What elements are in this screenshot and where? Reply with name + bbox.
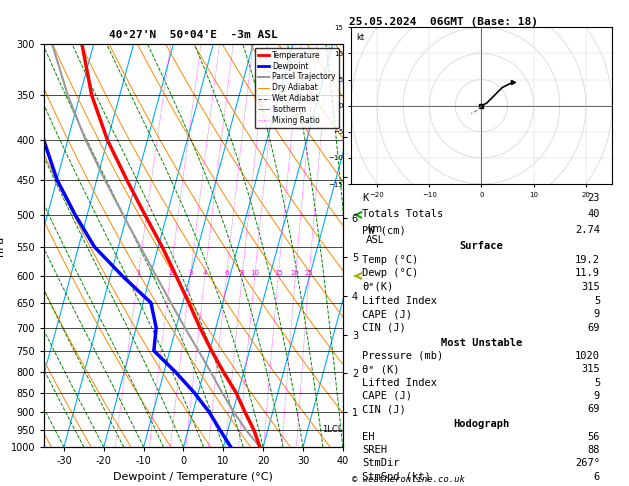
- Text: EH: EH: [362, 432, 375, 442]
- Y-axis label: hPa: hPa: [0, 235, 5, 256]
- Text: SREH: SREH: [362, 445, 387, 455]
- Text: 69: 69: [587, 323, 600, 332]
- Text: 1: 1: [136, 270, 140, 276]
- Text: Lifted Index: Lifted Index: [362, 378, 437, 388]
- Text: 2: 2: [168, 270, 172, 276]
- Text: 315: 315: [581, 282, 600, 292]
- Text: Hodograph: Hodograph: [453, 419, 509, 429]
- Text: CAPE (J): CAPE (J): [362, 309, 412, 319]
- Text: 1020: 1020: [575, 351, 600, 361]
- Text: 6: 6: [224, 270, 229, 276]
- Text: © weatheronline.co.uk: © weatheronline.co.uk: [352, 474, 465, 484]
- Text: 15: 15: [274, 270, 282, 276]
- Text: 40: 40: [587, 209, 600, 219]
- Text: Surface: Surface: [459, 242, 503, 251]
- Text: 5: 5: [594, 295, 600, 306]
- Text: 4: 4: [203, 270, 207, 276]
- Text: CAPE (J): CAPE (J): [362, 391, 412, 401]
- Text: 20: 20: [291, 270, 300, 276]
- Text: Most Unstable: Most Unstable: [440, 337, 522, 347]
- Text: Pressure (mb): Pressure (mb): [362, 351, 443, 361]
- Text: CIN (J): CIN (J): [362, 323, 406, 332]
- Text: 3: 3: [188, 270, 192, 276]
- Text: 315: 315: [581, 364, 600, 374]
- Text: 88: 88: [587, 445, 600, 455]
- Text: 56: 56: [587, 432, 600, 442]
- Text: Dewp (°C): Dewp (°C): [362, 268, 418, 278]
- Text: 69: 69: [587, 404, 600, 415]
- Text: 6: 6: [594, 471, 600, 482]
- X-axis label: Dewpoint / Temperature (°C): Dewpoint / Temperature (°C): [113, 472, 274, 482]
- Text: 2.74: 2.74: [575, 225, 600, 235]
- Text: 8: 8: [240, 270, 245, 276]
- Text: 5: 5: [594, 378, 600, 388]
- Text: Lifted Index: Lifted Index: [362, 295, 437, 306]
- Text: StmSpd (kt): StmSpd (kt): [362, 471, 431, 482]
- Text: θᵉ(K): θᵉ(K): [362, 282, 394, 292]
- Text: Temp (°C): Temp (°C): [362, 255, 418, 265]
- Text: Totals Totals: Totals Totals: [362, 209, 443, 219]
- Text: θᵉ (K): θᵉ (K): [362, 364, 400, 374]
- Title: 40°27'N  50°04'E  -3m ASL: 40°27'N 50°04'E -3m ASL: [109, 30, 278, 40]
- Text: 10: 10: [250, 270, 259, 276]
- Text: 25.05.2024  06GMT (Base: 18): 25.05.2024 06GMT (Base: 18): [349, 17, 538, 27]
- Text: 9: 9: [594, 309, 600, 319]
- Text: 23: 23: [587, 192, 600, 203]
- Text: PW (cm): PW (cm): [362, 225, 406, 235]
- Y-axis label: km
ASL: km ASL: [365, 224, 384, 245]
- Text: StmDir: StmDir: [362, 458, 400, 469]
- Text: 1LCL: 1LCL: [323, 425, 343, 434]
- Text: 25: 25: [304, 270, 313, 276]
- Text: CIN (J): CIN (J): [362, 404, 406, 415]
- Text: 267°: 267°: [575, 458, 600, 469]
- Text: kt: kt: [356, 33, 364, 42]
- Text: K: K: [362, 192, 369, 203]
- Text: 11.9: 11.9: [575, 268, 600, 278]
- Legend: Temperature, Dewpoint, Parcel Trajectory, Dry Adiabat, Wet Adiabat, Isotherm, Mi: Temperature, Dewpoint, Parcel Trajectory…: [255, 48, 339, 128]
- Text: 19.2: 19.2: [575, 255, 600, 265]
- Text: 9: 9: [594, 391, 600, 401]
